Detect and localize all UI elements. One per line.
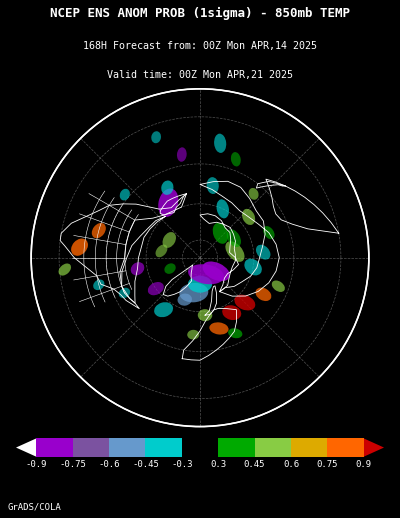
Ellipse shape <box>148 282 164 295</box>
Bar <box>327 438 364 457</box>
Ellipse shape <box>158 189 178 217</box>
Polygon shape <box>16 438 36 457</box>
Bar <box>146 438 182 457</box>
Ellipse shape <box>161 180 174 195</box>
Text: Valid time: 00Z Mon APR,21 2025: Valid time: 00Z Mon APR,21 2025 <box>107 70 293 80</box>
Text: 168H Forecast from: 00Z Mon APR,14 2025: 168H Forecast from: 00Z Mon APR,14 2025 <box>83 41 317 51</box>
Ellipse shape <box>198 309 212 321</box>
Bar <box>109 438 146 457</box>
Bar <box>36 438 73 457</box>
Polygon shape <box>364 438 384 457</box>
Ellipse shape <box>213 223 228 244</box>
Text: -0.9: -0.9 <box>26 459 47 468</box>
Ellipse shape <box>151 131 161 143</box>
Text: 0.3: 0.3 <box>210 459 226 468</box>
Ellipse shape <box>216 199 229 219</box>
Ellipse shape <box>231 152 241 166</box>
Ellipse shape <box>92 223 106 238</box>
Ellipse shape <box>209 322 228 335</box>
Ellipse shape <box>228 328 242 338</box>
Ellipse shape <box>162 232 176 248</box>
Ellipse shape <box>256 244 270 260</box>
Ellipse shape <box>248 188 258 200</box>
Text: -0.75: -0.75 <box>59 459 86 468</box>
Ellipse shape <box>263 226 274 239</box>
Bar <box>218 438 254 457</box>
Text: NCEP ENS ANOM PROB (1sigma) - 850mb TEMP: NCEP ENS ANOM PROB (1sigma) - 850mb TEMP <box>50 7 350 20</box>
Ellipse shape <box>222 305 241 320</box>
Ellipse shape <box>154 302 173 317</box>
Text: -0.6: -0.6 <box>98 459 120 468</box>
Ellipse shape <box>93 280 104 290</box>
Text: 0.75: 0.75 <box>317 459 338 468</box>
Ellipse shape <box>164 263 176 274</box>
Ellipse shape <box>202 262 230 281</box>
Ellipse shape <box>226 241 244 262</box>
Ellipse shape <box>234 295 255 310</box>
Ellipse shape <box>178 294 192 306</box>
Ellipse shape <box>156 244 168 257</box>
Bar <box>182 438 218 457</box>
Ellipse shape <box>179 283 208 303</box>
Ellipse shape <box>187 330 199 339</box>
Bar <box>73 438 109 457</box>
Ellipse shape <box>188 276 212 293</box>
Ellipse shape <box>242 209 255 225</box>
Ellipse shape <box>119 287 130 298</box>
Text: -0.3: -0.3 <box>171 459 192 468</box>
Ellipse shape <box>120 189 130 200</box>
Ellipse shape <box>272 280 285 292</box>
Ellipse shape <box>188 264 224 284</box>
Text: GrADS/COLA: GrADS/COLA <box>8 502 62 511</box>
Bar <box>291 438 327 457</box>
Ellipse shape <box>71 238 88 256</box>
Ellipse shape <box>214 134 226 153</box>
Text: 0.9: 0.9 <box>356 459 372 468</box>
Ellipse shape <box>227 229 241 247</box>
Text: -0.45: -0.45 <box>132 459 159 468</box>
Ellipse shape <box>177 147 187 162</box>
Ellipse shape <box>58 264 71 276</box>
Ellipse shape <box>207 177 219 194</box>
Ellipse shape <box>244 258 262 276</box>
Text: 0.6: 0.6 <box>283 459 299 468</box>
Ellipse shape <box>256 287 271 301</box>
Text: 0.45: 0.45 <box>244 459 265 468</box>
Bar <box>254 438 291 457</box>
Ellipse shape <box>131 262 144 275</box>
